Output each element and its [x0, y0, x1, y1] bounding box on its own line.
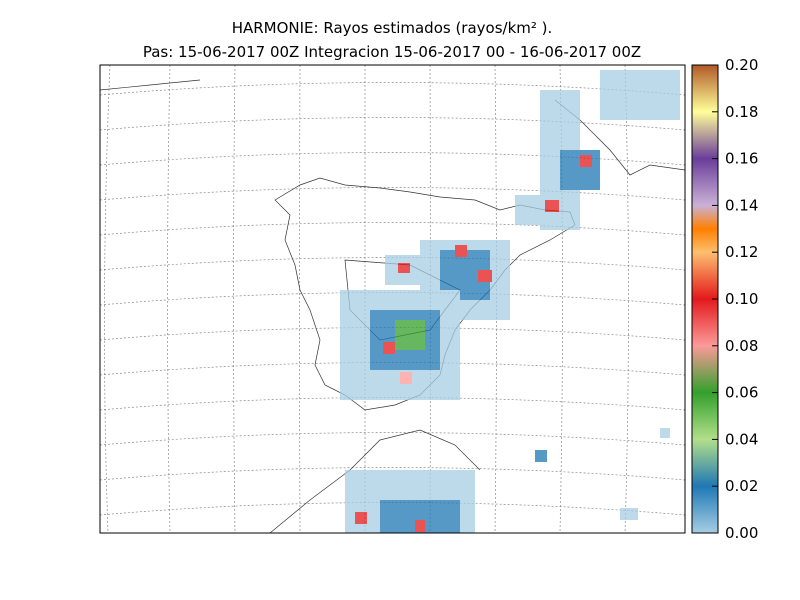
colorbar-tick-label: 0.02: [725, 477, 758, 495]
colorbar-tick-label: 0.10: [725, 290, 758, 308]
colorbar-ticks: 0.00 0.02 0.04 0.06 0.08 0.10 0.12 0.14 0.16 0.18…: [712, 56, 758, 542]
lightning-field: [340, 70, 680, 533]
colorbar-tick-label: 0.06: [725, 384, 758, 402]
colorbar-tick-label: 0.04: [725, 430, 758, 448]
colorbar-tick-label: 0.14: [725, 196, 758, 214]
colorbar-tick-label: 0.08: [725, 337, 758, 355]
colorbar-tick-label: 0.12: [725, 243, 758, 261]
map-subtitle: Pas: 15-06-2017 00Z Integracion 15-06-20…: [143, 43, 641, 61]
colorbar-tick-label: 0.16: [725, 150, 758, 168]
colorbar-tick-label: 0.00: [725, 524, 758, 542]
map-title: HARMONIE: Rayos estimados (rayos/km² ).: [232, 19, 553, 37]
map-frame: [99, 64, 686, 534]
colorbar: [691, 64, 719, 534]
map-area: [100, 65, 685, 533]
colorbar-tick-label: 0.20: [725, 56, 758, 74]
colorbar-tick-label: 0.18: [725, 103, 758, 121]
